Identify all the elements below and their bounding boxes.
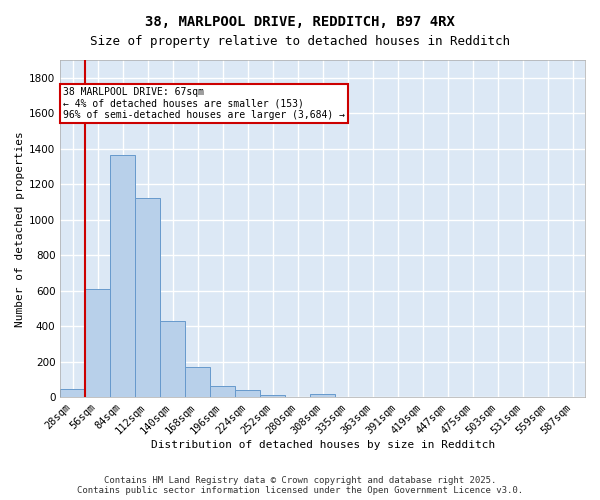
Bar	[210, 386, 235, 398]
Bar	[60, 388, 85, 398]
Bar	[85, 289, 110, 398]
Bar	[160, 321, 185, 398]
Bar	[110, 155, 135, 398]
Bar	[310, 394, 335, 398]
X-axis label: Distribution of detached houses by size in Redditch: Distribution of detached houses by size …	[151, 440, 495, 450]
Bar	[185, 367, 210, 398]
Text: 38 MARLPOOL DRIVE: 67sqm
← 4% of detached houses are smaller (153)
96% of semi-d: 38 MARLPOOL DRIVE: 67sqm ← 4% of detache…	[63, 86, 345, 120]
Bar	[260, 394, 285, 398]
Text: Size of property relative to detached houses in Redditch: Size of property relative to detached ho…	[90, 35, 510, 48]
Bar	[235, 390, 260, 398]
Bar	[135, 198, 160, 398]
Text: 38, MARLPOOL DRIVE, REDDITCH, B97 4RX: 38, MARLPOOL DRIVE, REDDITCH, B97 4RX	[145, 15, 455, 29]
Y-axis label: Number of detached properties: Number of detached properties	[15, 131, 25, 326]
Text: Contains HM Land Registry data © Crown copyright and database right 2025.
Contai: Contains HM Land Registry data © Crown c…	[77, 476, 523, 495]
